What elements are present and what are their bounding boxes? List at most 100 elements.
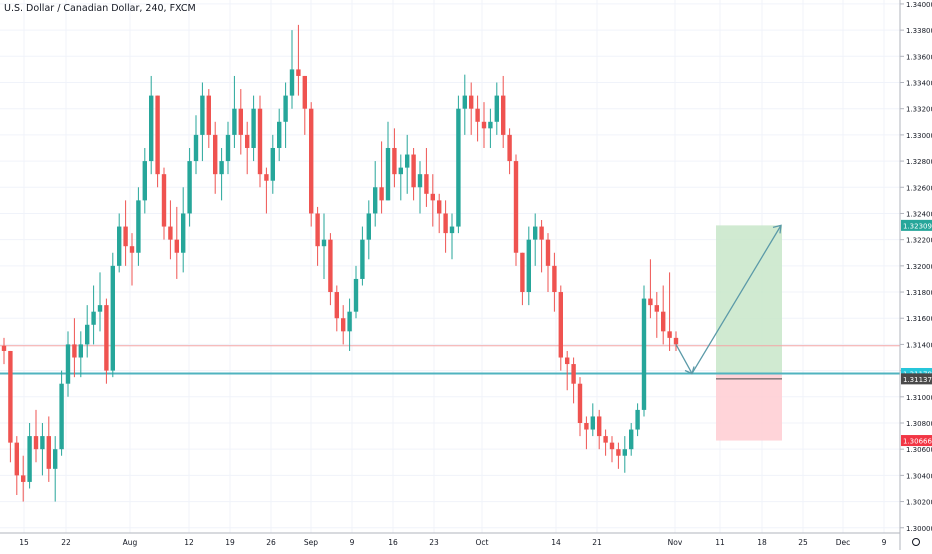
candle-body bbox=[552, 265, 557, 293]
x-tick-label: 19 bbox=[225, 538, 235, 547]
x-tick-label: 12 bbox=[184, 538, 194, 547]
candle-body bbox=[641, 298, 647, 410]
arrowhead-down bbox=[684, 366, 695, 375]
x-tick-label: 26 bbox=[266, 538, 276, 547]
price-label-box bbox=[901, 435, 932, 447]
price-label-text: 1.32309 bbox=[903, 222, 932, 230]
candle-body bbox=[91, 311, 96, 325]
candle-body bbox=[443, 213, 448, 234]
candle-body bbox=[14, 442, 19, 476]
price-label-box bbox=[901, 219, 932, 231]
candle-body bbox=[353, 278, 359, 312]
y-tick-label: 1.31800 bbox=[906, 289, 932, 297]
y-tick-label: 1.32200 bbox=[906, 237, 932, 245]
candle-body bbox=[296, 69, 301, 76]
y-tick-label: 1.30200 bbox=[906, 499, 932, 507]
candle-body bbox=[315, 213, 320, 247]
x-tick-label: Oct bbox=[476, 538, 489, 547]
candle-body bbox=[449, 226, 455, 234]
candle-body bbox=[187, 161, 192, 214]
x-tick-label: Dec bbox=[836, 538, 851, 547]
settings-gear-icon bbox=[912, 538, 920, 546]
x-tick-label: Sep bbox=[304, 538, 318, 547]
candle-body bbox=[225, 134, 231, 162]
candle-body bbox=[430, 193, 435, 201]
price-label-text: 1.31137 bbox=[903, 376, 932, 384]
candle-body bbox=[373, 187, 378, 214]
x-tick-label: 9 bbox=[882, 538, 887, 547]
x-tick-label: 14 bbox=[551, 538, 561, 547]
x-tick-label: 21 bbox=[592, 538, 602, 547]
candle-body bbox=[46, 436, 51, 469]
candle-body bbox=[603, 436, 608, 443]
candle-body bbox=[168, 226, 173, 240]
candle-body bbox=[462, 95, 467, 109]
candle-body bbox=[629, 429, 634, 450]
y-tick-label: 1.30600 bbox=[906, 446, 932, 454]
candle-body bbox=[379, 187, 384, 201]
y-tick-label: 1.30000 bbox=[906, 525, 932, 533]
candle-body bbox=[251, 108, 256, 148]
candle-body bbox=[469, 95, 474, 109]
candle-body bbox=[193, 134, 199, 162]
candle-body bbox=[488, 121, 493, 129]
x-tick-label: 18 bbox=[757, 538, 767, 547]
candle-body bbox=[481, 121, 487, 129]
candle-body bbox=[174, 239, 179, 253]
candle-body bbox=[104, 305, 109, 371]
candle-body bbox=[366, 213, 371, 240]
candle-body bbox=[398, 167, 403, 175]
candle-body bbox=[270, 147, 275, 181]
candle-body bbox=[264, 174, 269, 181]
candle-body bbox=[494, 95, 499, 122]
x-tick-label: Nov bbox=[668, 538, 683, 547]
candle-body bbox=[257, 108, 263, 175]
candle-body bbox=[309, 108, 314, 214]
candle-body bbox=[648, 298, 653, 306]
candle-body bbox=[181, 213, 186, 253]
candle-body bbox=[97, 305, 103, 312]
candle-body bbox=[437, 200, 442, 214]
candle-body bbox=[33, 436, 39, 450]
candle-body bbox=[616, 449, 621, 456]
y-tick-label: 1.33200 bbox=[906, 106, 932, 114]
candle-body bbox=[155, 95, 160, 175]
arrowhead-up bbox=[772, 224, 782, 234]
profit-zone bbox=[716, 225, 782, 374]
candle-body bbox=[245, 134, 250, 148]
candle-body bbox=[526, 239, 531, 293]
candle-body bbox=[424, 174, 429, 194]
candle-body bbox=[405, 154, 410, 168]
candle-body bbox=[328, 239, 333, 293]
candle-body bbox=[411, 154, 416, 188]
y-tick-label: 1.33000 bbox=[906, 132, 932, 140]
candle-body bbox=[622, 449, 627, 456]
candle-body bbox=[565, 357, 570, 365]
x-tick-label: 15 bbox=[19, 538, 29, 547]
candle-body bbox=[219, 161, 224, 175]
candle-body bbox=[571, 364, 576, 384]
candle-body bbox=[507, 134, 512, 162]
candle-body bbox=[667, 331, 672, 338]
candle-body bbox=[545, 239, 551, 266]
y-tick-label: 1.30800 bbox=[906, 420, 932, 428]
y-tick-label: 1.30400 bbox=[906, 472, 932, 480]
y-tick-label: 1.33400 bbox=[906, 80, 932, 88]
y-tick-label: 1.31000 bbox=[906, 394, 932, 402]
candle-body bbox=[53, 449, 58, 469]
candle-body bbox=[360, 239, 365, 279]
candle-body bbox=[123, 226, 128, 247]
candle-body bbox=[232, 108, 237, 135]
x-tick-label: 22 bbox=[61, 538, 71, 547]
candle-body bbox=[289, 69, 295, 96]
candle-body bbox=[129, 246, 135, 253]
y-tick-label: 1.34000 bbox=[906, 1, 932, 9]
candle-body bbox=[661, 311, 666, 332]
candle-body bbox=[302, 75, 307, 109]
candle-body bbox=[1, 345, 7, 351]
candle-body bbox=[584, 422, 589, 430]
candle-body bbox=[213, 134, 218, 175]
axis-corner bbox=[901, 534, 932, 550]
